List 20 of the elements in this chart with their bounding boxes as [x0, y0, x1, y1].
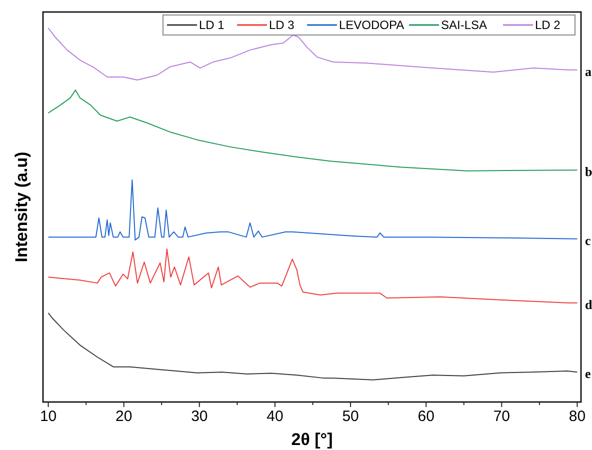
x-tick-label: 30	[191, 408, 208, 425]
text: b	[585, 164, 592, 180]
x-tick-label: 50	[342, 408, 359, 425]
legend-label: LD 3	[269, 18, 295, 32]
legend-label: LEVODOPA	[339, 18, 404, 32]
x-tick-label: 40	[266, 408, 284, 425]
x-tick-label: 80	[568, 408, 586, 425]
x-tick-label: 10	[40, 408, 57, 425]
x-tick-label: 70	[493, 408, 510, 425]
y-axis-title: Intensity (a.u)	[12, 152, 31, 262]
text: a	[585, 64, 592, 79]
text: d	[585, 296, 592, 312]
legend-label: SAI-LSA	[441, 18, 488, 32]
text: e	[585, 366, 591, 382]
x-axis-title: 2θ [°]	[291, 430, 333, 449]
x-tick-label: 20	[116, 408, 132, 425]
legend-label: LD 2	[535, 18, 561, 32]
x-tick-label: 60	[418, 408, 434, 425]
text: c	[585, 232, 591, 248]
legend-label: LD 1	[199, 18, 225, 32]
